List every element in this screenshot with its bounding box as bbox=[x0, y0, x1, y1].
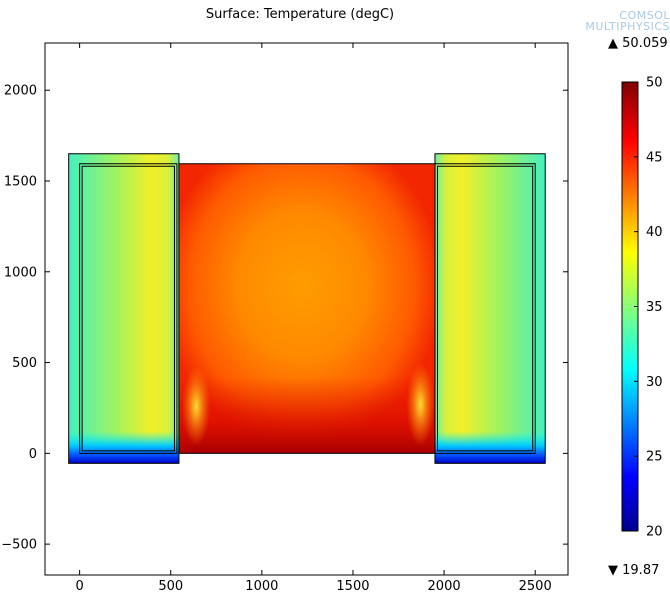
colorbar-tick-label: 50 bbox=[646, 76, 663, 91]
y-tick-label: −500 bbox=[1, 538, 37, 553]
comsol-watermark: COMSOL MULTIPHYSICS bbox=[585, 10, 670, 32]
y-tick-label: 500 bbox=[12, 356, 37, 371]
right-block-inner-outline-2 bbox=[436, 165, 534, 452]
right-block-cold-edge bbox=[434, 431, 546, 464]
max-value: 50.059 bbox=[622, 36, 668, 51]
x-tick-label: 2000 bbox=[428, 579, 461, 594]
colorbar: 20 25 30 35 40 45 50 bbox=[621, 76, 663, 540]
watermark-line-1: COMSOL bbox=[619, 9, 670, 22]
max-marker-icon: ▲ bbox=[608, 36, 618, 51]
colorbar-tick-label: 25 bbox=[646, 450, 663, 465]
cavity-hot-floor bbox=[178, 377, 435, 454]
colorbar-tick-label: 45 bbox=[646, 150, 663, 165]
chart-title: Surface: Temperature (degC) bbox=[205, 7, 395, 22]
colorbar-tick-label: 20 bbox=[646, 525, 663, 540]
right-plume bbox=[406, 362, 435, 447]
y-tick-label: 2000 bbox=[4, 84, 37, 99]
min-value: 19.87 bbox=[622, 563, 660, 578]
left-block-fill bbox=[68, 153, 179, 464]
y-tick-label: 1500 bbox=[4, 174, 37, 189]
max-value-readout: ▲ 50.059 bbox=[608, 36, 668, 51]
left-plume bbox=[182, 366, 211, 447]
left-block-inner-outline bbox=[79, 163, 178, 454]
colorbar-tick-label: 30 bbox=[646, 375, 663, 390]
temperature-field bbox=[68, 153, 546, 464]
min-value-readout: ▼ 19.87 bbox=[608, 563, 659, 578]
colorbar-tick-label: 35 bbox=[646, 300, 663, 315]
x-tick-label: 500 bbox=[158, 579, 183, 594]
y-tick-label: 0 bbox=[29, 447, 37, 462]
x-tick-label: 2500 bbox=[519, 579, 552, 594]
plot-axes: 0 500 1000 1500 2000 2500 −500 0 500 1000 1500 2000 bbox=[1, 42, 569, 594]
watermark-line-2: MULTIPHYSICS bbox=[585, 20, 670, 33]
x-tick-label: 1000 bbox=[245, 579, 278, 594]
colorbar-tick-label: 40 bbox=[646, 225, 663, 240]
left-block-inner-outline-2 bbox=[81, 165, 175, 452]
cavity-outline bbox=[178, 163, 436, 454]
left-block-cold-edge bbox=[68, 431, 179, 464]
right-block-fill bbox=[434, 153, 546, 464]
x-tick-label: 1500 bbox=[336, 579, 369, 594]
plot-frame bbox=[44, 42, 569, 576]
min-marker-icon: ▼ bbox=[608, 563, 618, 578]
x-tick-label: 0 bbox=[75, 579, 83, 594]
y-tick-label: 1000 bbox=[4, 265, 37, 280]
